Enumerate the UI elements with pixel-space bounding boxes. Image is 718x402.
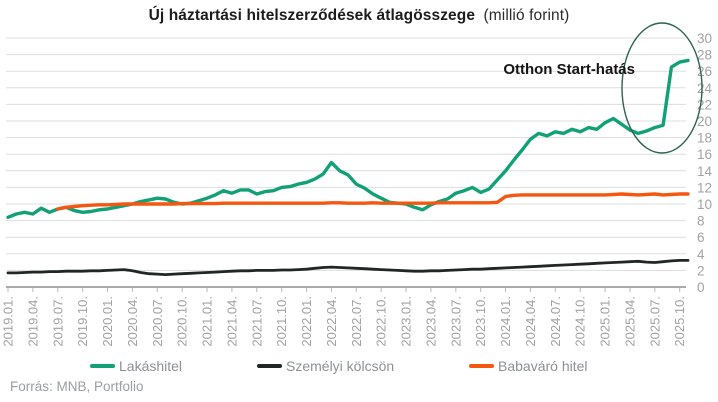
svg-text:2023.01.: 2023.01. <box>399 296 414 347</box>
svg-text:2022.10.: 2022.10. <box>374 296 389 347</box>
legend: Lakáshitel Személyi kölcsön Babaváró hit… <box>0 356 718 376</box>
legend-swatch-lakashitel <box>90 364 115 368</box>
svg-text:8: 8 <box>697 214 705 229</box>
otthon-start-ellipse <box>621 22 703 154</box>
svg-text:4: 4 <box>697 247 705 262</box>
svg-text:2: 2 <box>697 263 705 278</box>
svg-text:2021.04.: 2021.04. <box>224 296 239 347</box>
svg-text:24: 24 <box>697 81 713 96</box>
svg-text:16: 16 <box>697 147 712 162</box>
x-axis-labels: 2019.01. 2019.04. 2019.07. 2019.10. 2020.01.… <box>1 287 687 347</box>
svg-text:28: 28 <box>697 48 712 63</box>
svg-text:2024.04.: 2024.04. <box>523 296 538 347</box>
series-line-babav-r-hitel <box>56 192 690 211</box>
chart-title-unit: (millió forint) <box>483 7 570 24</box>
legend-swatch-babavaro-hitel <box>469 364 494 368</box>
svg-text:2023.04.: 2023.04. <box>423 296 438 347</box>
svg-text:2022.07.: 2022.07. <box>349 296 364 347</box>
svg-text:2020.10.: 2020.10. <box>175 296 190 347</box>
svg-text:2025.07.: 2025.07. <box>647 296 662 347</box>
svg-text:2024.10.: 2024.10. <box>573 296 588 347</box>
svg-text:2020.07.: 2020.07. <box>150 296 165 347</box>
svg-text:2019.10.: 2019.10. <box>75 296 90 347</box>
svg-text:2023.07.: 2023.07. <box>448 296 463 347</box>
svg-text:6: 6 <box>697 230 705 245</box>
svg-text:2021.01.: 2021.01. <box>200 296 215 347</box>
svg-text:12: 12 <box>697 180 712 195</box>
chart-title: Új háztartási hitelszerződések átlagössz… <box>0 7 718 25</box>
svg-text:2025.01.: 2025.01. <box>598 296 613 347</box>
svg-text:0: 0 <box>697 280 705 295</box>
series-line-szem-lyi-k-lcs-n <box>6 258 690 277</box>
svg-text:2019.01.: 2019.01. <box>1 296 16 347</box>
legend-item-szemelyi-kolcson: Személyi kölcsön <box>257 356 394 376</box>
svg-text:2019.04.: 2019.04. <box>25 296 40 347</box>
gridlines <box>6 37 686 288</box>
svg-text:2022.01.: 2022.01. <box>299 296 314 347</box>
chart-title-main: Új háztartási hitelszerződések átlagössz… <box>148 7 476 24</box>
svg-text:2025.04.: 2025.04. <box>622 296 637 347</box>
svg-text:2024.01.: 2024.01. <box>498 296 513 347</box>
svg-text:2021.07.: 2021.07. <box>249 296 264 347</box>
legend-item-babavaro-hitel: Babaváró hitel <box>469 356 588 376</box>
svg-text:2024.07.: 2024.07. <box>548 296 563 347</box>
legend-label-lakashitel: Lakáshitel <box>119 358 183 374</box>
legend-label-babavaro-hitel: Babaváró hitel <box>498 358 588 374</box>
series-line-lak-shitel <box>6 58 690 220</box>
svg-text:2020.01.: 2020.01. <box>100 296 115 347</box>
source-note: Forrás: MNB, Portfolio <box>10 379 144 394</box>
svg-text:10: 10 <box>697 197 712 212</box>
svg-text:2022.04.: 2022.04. <box>324 296 339 347</box>
svg-text:2023.10.: 2023.10. <box>473 296 488 347</box>
legend-item-lakashitel: Lakáshitel <box>90 356 182 376</box>
svg-text:2021.10.: 2021.10. <box>274 296 289 347</box>
annotation-otthon-start: Otthon Start-hatás <box>503 61 635 78</box>
svg-text:30: 30 <box>697 31 712 46</box>
legend-label-szemelyi-kolcson: Személyi kölcsön <box>286 358 395 374</box>
svg-text:2025.10.: 2025.10. <box>672 296 687 347</box>
svg-text:18: 18 <box>697 131 712 146</box>
svg-text:2020.04.: 2020.04. <box>125 296 140 347</box>
legend-swatch-szemelyi-kolcson <box>257 364 282 368</box>
svg-text:2019.07.: 2019.07. <box>50 296 65 347</box>
svg-text:20: 20 <box>697 114 712 129</box>
svg-text:14: 14 <box>697 164 713 179</box>
